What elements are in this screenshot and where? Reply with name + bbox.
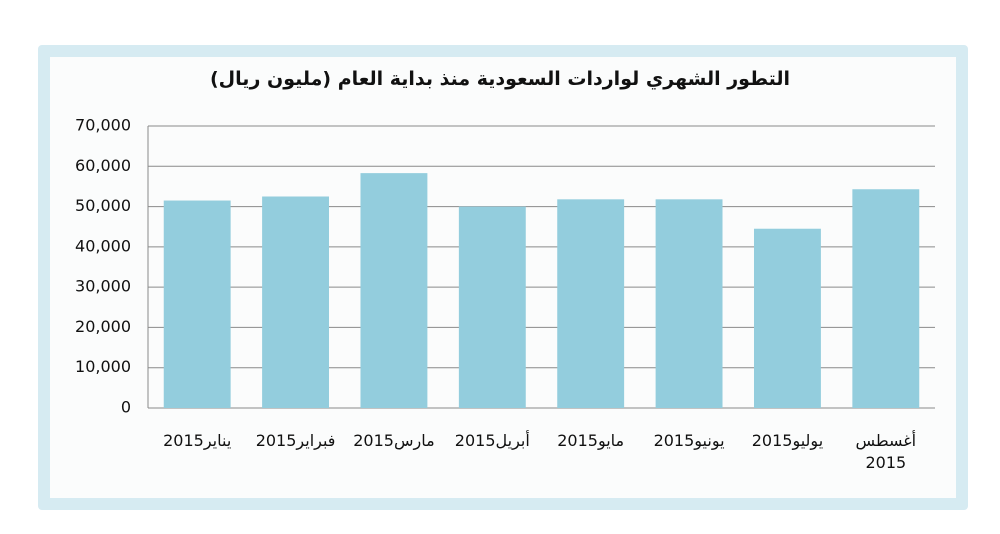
y-tick-label: 40,000 — [75, 236, 131, 255]
x-tick-label: 2015أبريل — [454, 431, 530, 450]
bar — [458, 206, 526, 408]
x-tick-label: 2015مارس — [353, 431, 435, 450]
bar — [557, 199, 625, 408]
x-tick-label: 2015يناير — [163, 431, 232, 450]
y-tick-label: 10,000 — [75, 357, 131, 376]
bar — [360, 173, 428, 408]
y-tick-label: 0 — [121, 398, 131, 417]
y-tick-label: 20,000 — [75, 317, 131, 336]
x-tick-label: 2015فبراير — [255, 431, 336, 450]
bar — [753, 228, 821, 408]
bar — [163, 200, 231, 408]
x-tick-label: 2015يونيو — [653, 431, 725, 450]
y-tick-label: 30,000 — [75, 277, 131, 296]
bar — [262, 196, 330, 408]
bar — [655, 199, 723, 408]
y-tick-label: 50,000 — [75, 196, 131, 215]
x-tick-label: أغسطس 2015 — [855, 431, 917, 472]
x-tick-label: 2015يوليو — [751, 431, 824, 450]
y-tick-label: 60,000 — [75, 156, 131, 175]
x-tick-label: 2015مايو — [557, 431, 625, 450]
bar — [852, 189, 920, 408]
y-tick-label: 70,000 — [75, 116, 131, 135]
chart-title: التطور الشهري لواردات السعودية منذ بداية… — [210, 68, 790, 90]
